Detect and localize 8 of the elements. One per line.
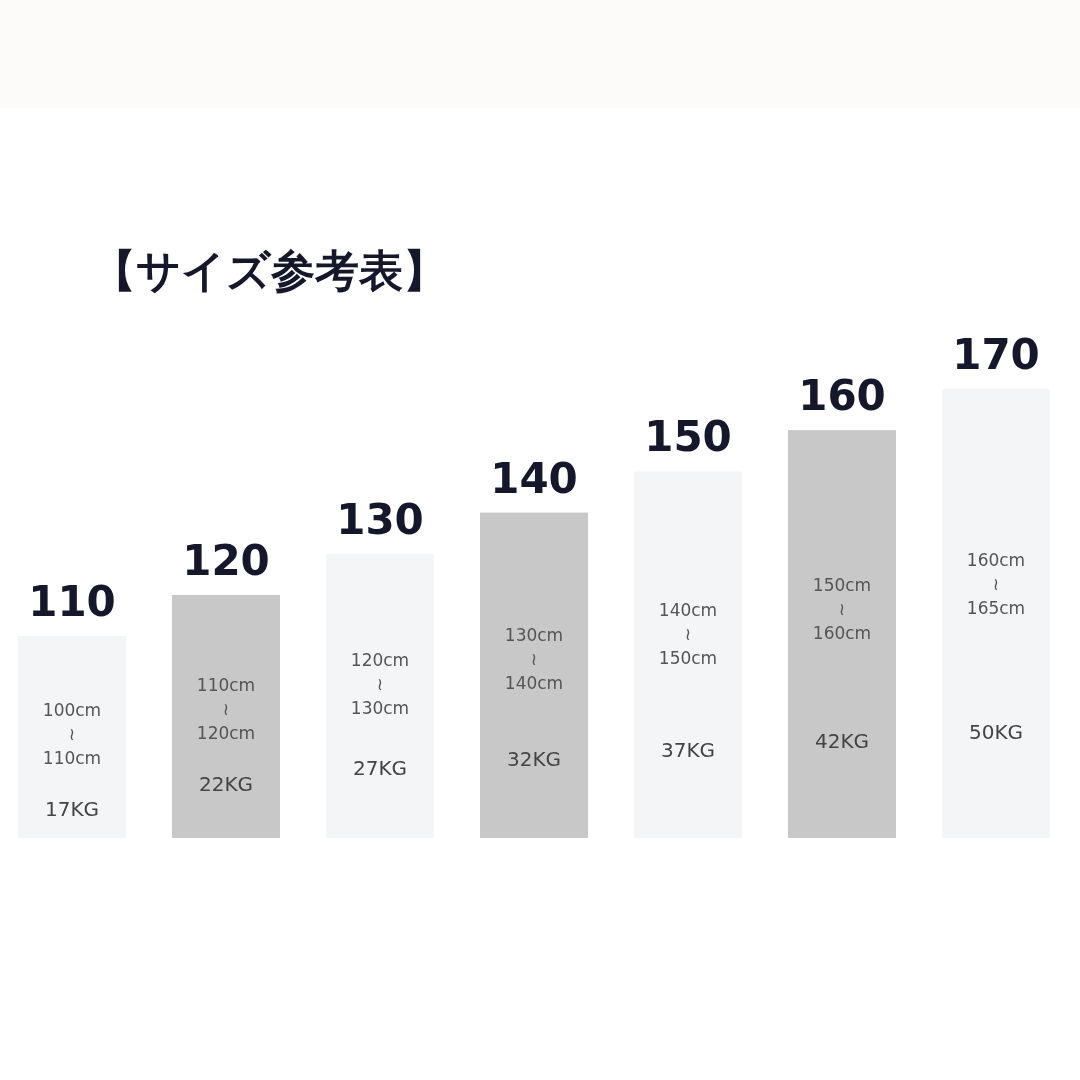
- annotation: 37KG: [660, 738, 716, 763]
- annotation: 50KG: [968, 720, 1024, 745]
- annotation: 42KG: [814, 729, 870, 754]
- annotation: 32KG: [506, 747, 562, 772]
- annotation: 17KG: [44, 796, 100, 821]
- annotation: 22KG: [198, 771, 254, 796]
- title: 【サイズ参考表】: [92, 245, 447, 296]
- annotation: 27KG: [352, 756, 408, 781]
